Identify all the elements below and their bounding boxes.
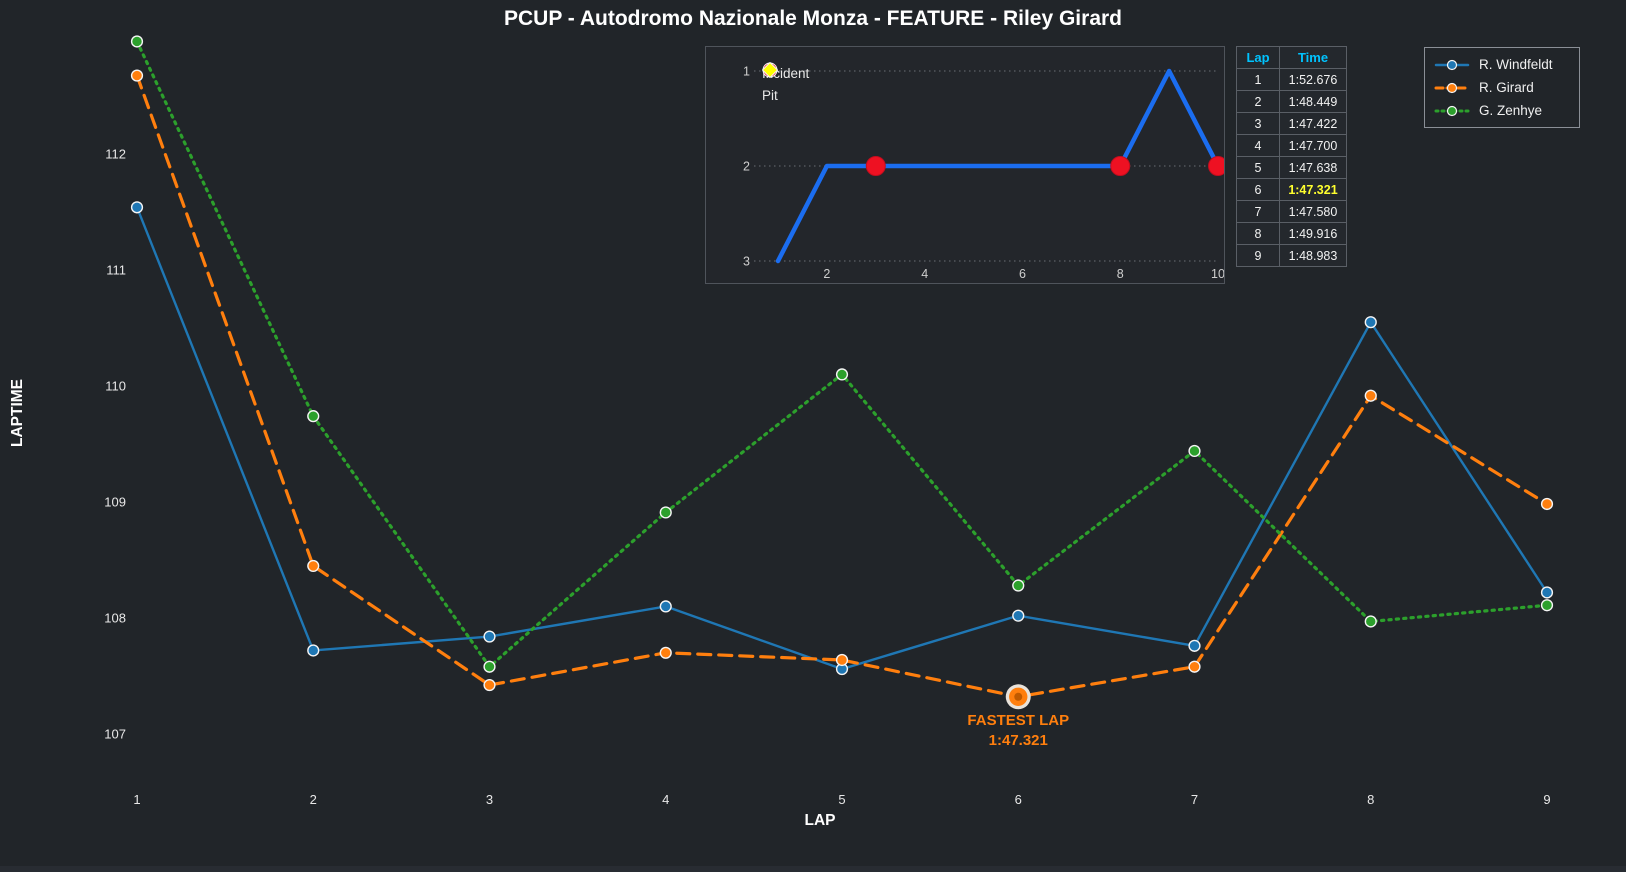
lap-cell: 6 xyxy=(1236,178,1280,201)
svg-text:8: 8 xyxy=(1367,792,1374,807)
svg-text:6: 6 xyxy=(1019,267,1026,281)
svg-text:4: 4 xyxy=(921,267,928,281)
legend-item-windfeldt[interactable]: R. Windfeldt xyxy=(1434,53,1570,76)
legend-item-zenhye[interactable]: G. Zenhye xyxy=(1434,99,1570,122)
time-cell: 1:49.916 xyxy=(1279,222,1347,245)
chart-title: PCUP - Autodromo Nazionale Monza - FEATU… xyxy=(504,7,1122,30)
lap-cell: 5 xyxy=(1236,156,1280,179)
time-cell: 1:48.983 xyxy=(1279,244,1347,267)
table-row: 8 1:49.916 xyxy=(1236,222,1347,245)
svg-text:109: 109 xyxy=(104,495,126,510)
time-cell: 1:48.449 xyxy=(1279,90,1347,113)
svg-text:112: 112 xyxy=(105,147,126,162)
zenhye-line-icon xyxy=(1434,105,1470,116)
window-bottom-edge xyxy=(0,866,1626,872)
svg-text:110: 110 xyxy=(105,379,126,394)
position-chart-svg: 1 2 3 2 4 6 8 10 xyxy=(743,65,1224,281)
time-column-header: Time xyxy=(1279,46,1347,69)
svg-text:7: 7 xyxy=(1191,792,1198,807)
legend-item-girard[interactable]: R. Girard xyxy=(1434,76,1570,99)
table-row: 6 1:47.321 xyxy=(1236,178,1347,201)
fastest-lap-annotation: FASTEST LAP 1:47.321 xyxy=(967,711,1069,751)
time-cell: 1:47.638 xyxy=(1279,156,1347,179)
time-cell: 1:47.321 xyxy=(1279,178,1347,201)
x-axis-title: LAP xyxy=(804,812,836,829)
svg-text:4: 4 xyxy=(662,792,669,807)
series-legend: R. Windfeldt R. Girard G. Zenhye xyxy=(1424,47,1580,128)
fastest-lap-value: 1:47.321 xyxy=(988,732,1048,749)
svg-text:2: 2 xyxy=(743,160,750,174)
pit-legend-label: Pit xyxy=(762,87,778,103)
svg-text:10: 10 xyxy=(1211,267,1224,281)
lap-time-table: Lap Time 1 1:52.676 2 1:48.449 3 1:47.422 4 1:4… xyxy=(1236,46,1347,267)
lap-cell: 3 xyxy=(1236,112,1280,135)
time-cell: 1:52.676 xyxy=(1279,68,1347,91)
svg-text:3: 3 xyxy=(486,792,493,807)
svg-text:111: 111 xyxy=(106,263,126,278)
table-header-row: Lap Time xyxy=(1236,46,1347,69)
girard-legend-label: R. Girard xyxy=(1479,80,1534,95)
lap-cell: 1 xyxy=(1236,68,1280,91)
svg-text:1: 1 xyxy=(133,792,140,807)
lap-column-header: Lap xyxy=(1236,46,1280,69)
svg-text:8: 8 xyxy=(1117,267,1124,281)
lap-cell: 9 xyxy=(1236,244,1280,267)
windfeldt-legend-label: R. Windfeldt xyxy=(1479,57,1553,72)
inset-legend: Incident Pit xyxy=(762,62,809,106)
fastest-lap-label: FASTEST LAP xyxy=(967,712,1070,729)
table-row: 2 1:48.449 xyxy=(1236,90,1347,113)
time-cell: 1:47.422 xyxy=(1279,112,1347,135)
lap-cell: 4 xyxy=(1236,134,1280,157)
svg-text:1: 1 xyxy=(743,65,750,79)
position-inset-chart: 1 2 3 2 4 6 8 10 Incident Pit xyxy=(705,46,1225,284)
svg-text:2: 2 xyxy=(823,267,830,281)
windfeldt-line-icon xyxy=(1434,59,1470,70)
svg-text:108: 108 xyxy=(104,611,126,626)
svg-text:3: 3 xyxy=(743,255,750,269)
table-row: 4 1:47.700 xyxy=(1236,134,1347,157)
legend-item-pit[interactable]: Pit xyxy=(762,62,809,106)
pit-marker-icon xyxy=(762,62,778,78)
lap-cell: 7 xyxy=(1236,200,1280,223)
girard-line-icon xyxy=(1434,82,1470,93)
svg-text:5: 5 xyxy=(838,792,845,807)
lap-cell: 2 xyxy=(1236,90,1280,113)
table-row: 5 1:47.638 xyxy=(1236,156,1347,179)
svg-text:6: 6 xyxy=(1015,792,1022,807)
table-row: 1 1:52.676 xyxy=(1236,68,1347,91)
time-cell: 1:47.580 xyxy=(1279,200,1347,223)
table-row: 9 1:48.983 xyxy=(1236,244,1347,267)
table-row: 7 1:47.580 xyxy=(1236,200,1347,223)
svg-text:107: 107 xyxy=(104,727,126,742)
lap-cell: 8 xyxy=(1236,222,1280,245)
svg-text:9: 9 xyxy=(1543,792,1550,807)
svg-text:2: 2 xyxy=(310,792,317,807)
table-row: 3 1:47.422 xyxy=(1236,112,1347,135)
zenhye-legend-label: G. Zenhye xyxy=(1479,103,1543,118)
time-cell: 1:47.700 xyxy=(1279,134,1347,157)
